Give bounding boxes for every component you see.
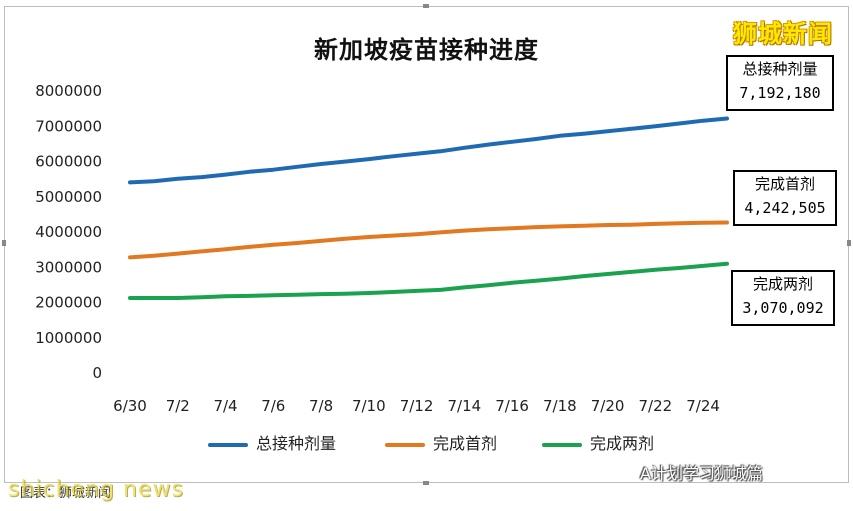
y-tick-label: 5000000 <box>35 188 102 206</box>
callout-first-label: 完成首剂 <box>754 175 815 193</box>
x-tick-label: 7/2 <box>166 397 190 415</box>
x-tick-label: 7/22 <box>639 397 673 415</box>
resize-handle-left[interactable] <box>2 240 6 246</box>
series-line-1 <box>128 220 729 260</box>
watermark-account: A计划学习狮城篇 <box>640 464 763 483</box>
x-tick-label: 7/4 <box>213 397 237 415</box>
y-tick-label: 8000000 <box>35 82 102 100</box>
x-tick-label: 7/16 <box>495 397 529 415</box>
series-line-0 <box>128 116 729 185</box>
callout-total-value: 7,192,180 <box>739 84 821 102</box>
x-tick-label: 7/10 <box>352 397 386 415</box>
callout-second-label: 完成两剂 <box>752 275 813 293</box>
source-note: 图表：狮城新闻 <box>20 486 112 501</box>
y-tick-label: 7000000 <box>35 117 102 135</box>
resize-handle-bottom[interactable] <box>423 481 429 485</box>
x-tick-label: 7/14 <box>447 397 481 415</box>
chart-title: 新加坡疫苗接种进度 <box>314 36 539 64</box>
x-tick-label: 7/12 <box>400 397 434 415</box>
y-axis: 8000000 7000000 6000000 5000000 4000000 30000… <box>35 82 102 382</box>
y-tick-label: 1000000 <box>35 329 102 347</box>
chart-legend: 总接种剂量 完成首剂 完成两剂 <box>0 432 853 456</box>
callout-first-dose: 完成首剂 4,242,505 <box>733 170 837 226</box>
callout-total-label: 总接种剂量 <box>742 60 818 78</box>
callout-total-doses: 总接种剂量 7,192,180 <box>726 55 834 111</box>
legend-label-total: 总接种剂量 <box>256 434 337 453</box>
resize-handle-top[interactable] <box>423 4 429 8</box>
brand-logo: 狮城新闻 <box>733 20 833 48</box>
callout-first-value: 4,242,505 <box>744 199 826 217</box>
resize-handle-right[interactable] <box>847 240 851 246</box>
series-line-2 <box>128 261 729 300</box>
x-tick-label: 6/30 <box>113 397 147 415</box>
y-tick-label: 0 <box>92 364 102 382</box>
legend-swatch-first <box>385 443 425 447</box>
x-tick-label: 7/20 <box>591 397 625 415</box>
y-tick-label: 3000000 <box>35 258 102 276</box>
legend-swatch-total <box>208 443 248 447</box>
legend-label-second: 完成两剂 <box>590 434 655 453</box>
y-tick-label: 2000000 <box>35 294 102 312</box>
callout-second-value: 3,070,092 <box>742 299 824 317</box>
legend-swatch-second <box>542 443 582 447</box>
x-axis: 6/30 7/2 7/4 7/6 7/8 7/10 7/12 7/14 7/16 7/18 7/20… <box>113 397 720 415</box>
callout-second-dose: 完成两剂 3,070,092 <box>731 270 835 326</box>
x-tick-label: 7/24 <box>686 397 720 415</box>
x-tick-label: 7/18 <box>543 397 577 415</box>
x-tick-label: 7/6 <box>261 397 285 415</box>
chart-frame <box>4 6 849 483</box>
legend-label-first: 完成首剂 <box>433 434 498 453</box>
watermark-site: shicheng news <box>8 477 184 502</box>
y-tick-label: 6000000 <box>35 153 102 171</box>
x-tick-label: 7/8 <box>309 397 333 415</box>
series-lines <box>128 116 729 300</box>
y-tick-label: 4000000 <box>35 223 102 241</box>
